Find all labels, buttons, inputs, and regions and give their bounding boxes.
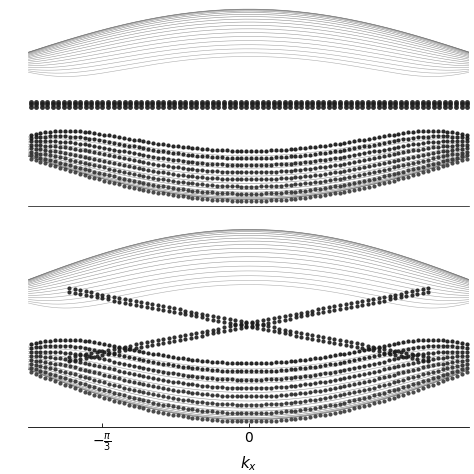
X-axis label: $k_x$: $k_x$ (240, 455, 257, 474)
